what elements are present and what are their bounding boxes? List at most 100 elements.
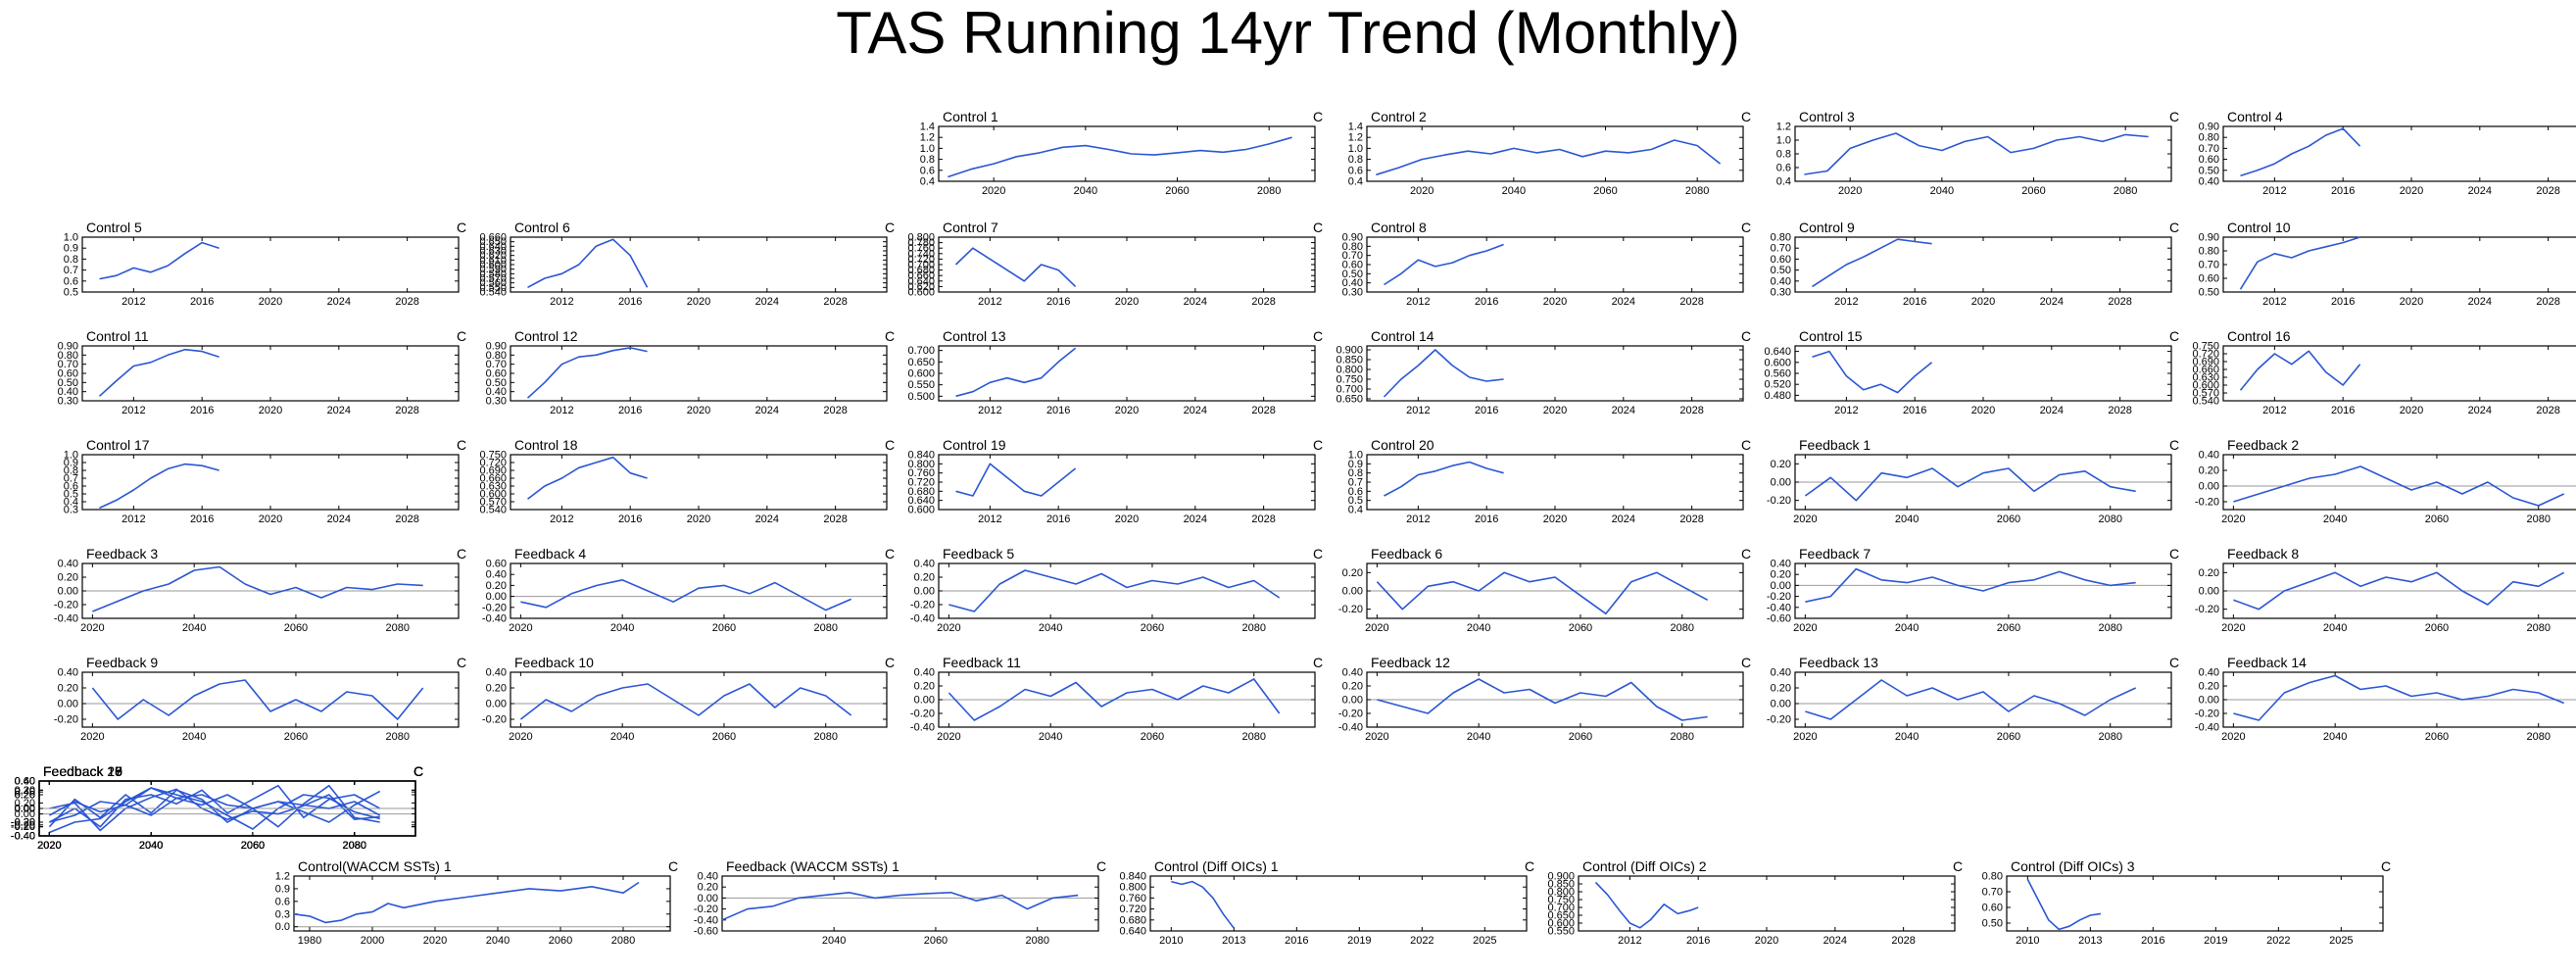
y-tick-label: 0.20: [698, 882, 718, 894]
y-tick-label: 0.660: [907, 270, 935, 282]
panel-unit: C: [413, 763, 424, 779]
x-tick-label: 2020: [259, 513, 282, 525]
plot-frame: [721, 875, 1099, 932]
x-tick-label: 2040: [139, 840, 163, 852]
x-tick-label: 2012: [978, 513, 1001, 525]
y-tick-label: 0.00: [1342, 695, 1363, 707]
x-tick-label: 2020: [937, 622, 960, 634]
y-tick-label: 0.40: [914, 667, 935, 679]
x-tick-label: 2016: [1475, 405, 1498, 416]
x-tick-label: 2020: [37, 840, 61, 852]
x-tick-label: 2024: [2468, 296, 2492, 308]
y-tick-label: 0.640: [1764, 346, 1791, 358]
y-tick-label: 0.20: [2199, 465, 2219, 477]
y-tick-label: 0.7: [64, 473, 78, 485]
y-tick-label: 0.760: [907, 243, 935, 255]
y-tick-label: 0.40: [1342, 277, 1363, 289]
x-tick-label: 2020: [509, 731, 532, 743]
series-line: [1804, 132, 2149, 175]
y-tick-label: 0.60: [1982, 903, 2003, 914]
x-tick-label: 2028: [2536, 185, 2559, 197]
series-line: [48, 784, 380, 828]
y-tick-label: 0.50: [1771, 265, 1791, 276]
y-tick-label: 0.650: [907, 357, 935, 368]
y-tick-label: 0.20: [15, 790, 35, 802]
y-tick-label: 0.740: [907, 248, 935, 260]
chart-panel: Control 13 C 0.500 0.550 0.600 0.650 0.700 2012…: [899, 329, 1326, 417]
y-tick-label: 0.640: [907, 275, 935, 287]
x-tick-label: 2020: [1543, 296, 1567, 308]
y-tick-label: 0.40: [15, 776, 35, 788]
y-tick-label: 0.40: [15, 776, 35, 788]
panel-title: Feedback 1: [1799, 437, 1871, 453]
y-tick-label: 0.4: [1348, 176, 1363, 188]
y-tick-label: 0.00: [15, 804, 35, 815]
panel-unit: C: [2169, 220, 2180, 235]
line-chart: -0.40 -0.200.00 0.20 0.40 2020 2040 2060 2080: [2195, 667, 2576, 743]
y-tick-label: 0.4: [64, 497, 78, 509]
x-tick-label: 2028: [1251, 296, 1275, 308]
x-tick-label: 2040: [182, 622, 206, 634]
figure-title: TAS Running 14yr Trend (Monthly): [836, 0, 1740, 66]
y-tick-label: 0.550: [479, 282, 507, 294]
series-line: [1594, 881, 1699, 929]
line-chart: 0.300.400.500.600.700.800.90 2012 2016 2020…: [486, 341, 888, 416]
y-tick-label: 0.6: [920, 165, 935, 176]
panel-unit: C: [413, 763, 424, 779]
x-tick-label: 2020: [80, 622, 104, 634]
panel-title: Feedback 8: [2227, 546, 2300, 562]
x-tick-label: 2020: [2400, 405, 2423, 416]
x-tick-label: 2040: [1039, 731, 1062, 743]
series-line: [2233, 571, 2565, 611]
y-tick-label: 0.60: [2199, 273, 2219, 285]
x-tick-label: 2016: [2141, 935, 2164, 947]
y-tick-label: 0.720: [907, 477, 935, 489]
x-tick-label: 2024: [327, 513, 351, 525]
plot-frame: [938, 345, 1316, 402]
y-tick-label: 0.30: [486, 396, 507, 408]
x-tick-label: 2012: [2262, 405, 2286, 416]
series-line: [49, 794, 381, 816]
x-tick-label: 2020: [80, 731, 104, 743]
y-tick-label: -0.40: [11, 831, 35, 843]
y-tick-label: 0.720: [2192, 349, 2219, 361]
x-tick-label: 2080: [1025, 935, 1048, 947]
y-tick-label: 0.540: [2192, 396, 2219, 408]
chart-panel: Feedback 2C-0.200.000.200.40202020402060…: [2184, 438, 2576, 526]
line-chart: -0.20 0.00 0.20 0.40 2020 2040 2060 2080: [54, 667, 460, 743]
panel-title: Control(WACCM SSTs) 1: [298, 858, 452, 874]
x-tick-label: 2020: [982, 185, 1005, 197]
plot-frame: [510, 671, 888, 728]
y-tick-label: 0.6: [64, 481, 78, 493]
panel-title: Control (Diff OICs) 2: [1582, 858, 1707, 874]
y-tick-label: 1.2: [1348, 132, 1363, 144]
x-tick-label: 2060: [2425, 622, 2449, 634]
x-tick-label: 2060: [1165, 185, 1189, 197]
panel-title: Control 8: [1371, 220, 1427, 235]
x-tick-label: 2016: [1475, 296, 1498, 308]
x-tick-label: 2060: [712, 622, 736, 634]
panel-title: Control 10: [2227, 220, 2291, 235]
y-tick-label: 0.620: [907, 281, 935, 293]
chart-panel: Feedback 6 C -0.20 0.00 0.20 2020 2040 2060 2080: [1328, 547, 1754, 635]
y-tick-label: 0.0: [275, 921, 290, 933]
y-tick-label: -0.40: [11, 831, 35, 843]
series-line: [519, 683, 852, 720]
series-line: [2233, 465, 2565, 507]
x-tick-label: 2060: [1997, 513, 2020, 525]
chart-panel: Control(WACCM SSTs) 1 C 0.0 0.3 0.6 0.9 1.2 198…: [255, 859, 681, 948]
y-tick-label: -0.60: [1767, 613, 1791, 625]
panel-unit: C: [2169, 546, 2180, 562]
chart-panel: Control 17 C 0.3 0.4 0.5 0.6 0.7 0.8 0.9 1.0 2012 2…: [43, 438, 469, 526]
series-line: [92, 565, 423, 612]
panel-unit: C: [885, 546, 896, 562]
y-tick-label: 0.20: [2199, 567, 2219, 579]
chart-panel: Control 6 C 0.540 0.550 0.560 0.570 0.580 0.590…: [471, 220, 898, 309]
y-tick-label: -0.20: [910, 600, 935, 611]
x-tick-label: 2019: [1347, 935, 1371, 947]
x-tick-label: 2020: [687, 296, 710, 308]
panel-title: Control 1: [943, 109, 998, 124]
x-tick-label: 2020: [37, 840, 61, 852]
panel-title: Feedback 6: [1371, 546, 1443, 562]
